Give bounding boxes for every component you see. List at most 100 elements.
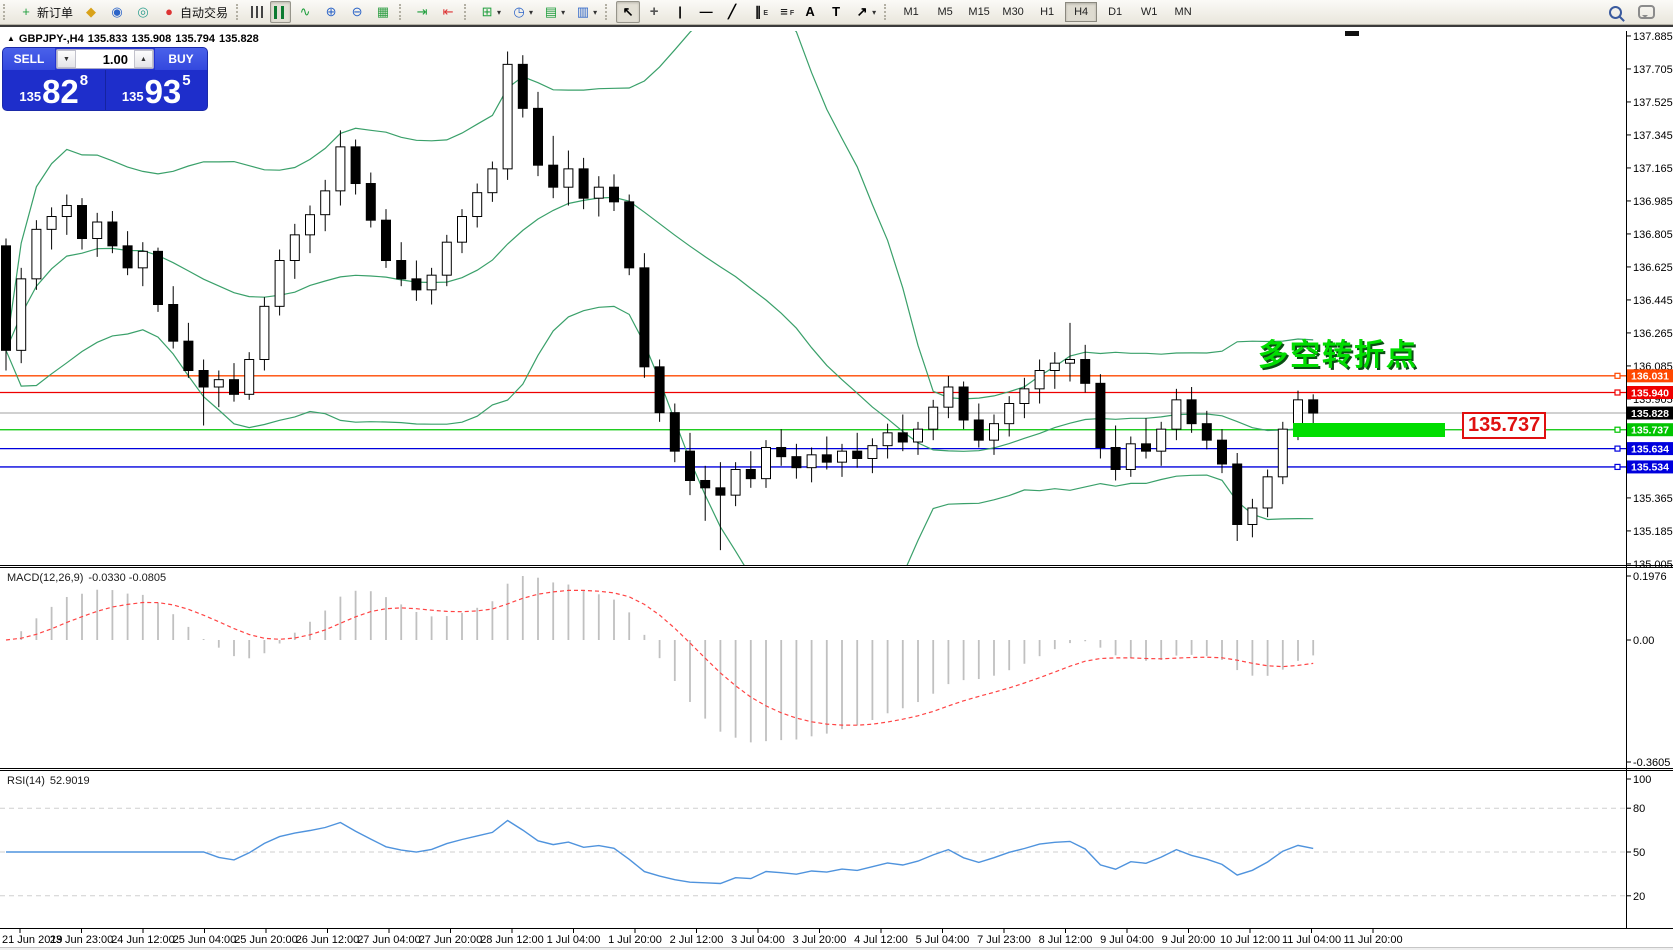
- timeframe-h1-button[interactable]: H1: [1040, 6, 1055, 18]
- arrows-button[interactable]: ↗ ▾: [850, 1, 880, 23]
- broadcast-button[interactable]: ◎: [131, 1, 155, 23]
- price-axis[interactable]: 137.885 137.705 137.525 137.345 137.165 136.9…: [1626, 31, 1673, 903]
- candlestick-chart-button[interactable]: [270, 1, 292, 23]
- chart-shift-icon: ⇤: [442, 4, 454, 19]
- svg-text:135.634: 135.634: [1631, 443, 1669, 455]
- auto-trading-icon: ●: [165, 4, 173, 19]
- chart-shift-marker[interactable]: [1345, 31, 1359, 36]
- fibonacci-sub-label: F: [789, 10, 795, 17]
- search-button[interactable]: [1605, 1, 1626, 23]
- templates-caret-icon: ▾: [593, 7, 598, 17]
- zoom-out-button[interactable]: ⊖: [345, 1, 369, 23]
- horizontal-line-button[interactable]: —: [694, 1, 718, 23]
- svg-text:5 Jul 04:00: 5 Jul 04:00: [916, 934, 970, 946]
- profiles-button[interactable]: ◷ ▾: [507, 1, 537, 23]
- svg-text:24 Jun 12:00: 24 Jun 12:00: [111, 934, 175, 946]
- svg-text:11 Jul 04:00: 11 Jul 04:00: [1282, 934, 1341, 946]
- macd-values: -0.0330 -0.0805: [88, 572, 167, 584]
- tile-windows-button[interactable]: ▦: [371, 1, 395, 23]
- equidistant-channel-button[interactable]: ∥ E: [746, 1, 770, 23]
- vertical-line-button[interactable]: |: [668, 1, 692, 23]
- indicators-icon: ▤: [544, 4, 558, 19]
- sell-price-big: 82: [42, 73, 79, 110]
- svg-text:137.885: 137.885: [1633, 31, 1673, 43]
- close-value: 135.828: [219, 33, 259, 45]
- line-chart-button[interactable]: ∿: [293, 1, 317, 23]
- volume-input[interactable]: [76, 50, 134, 68]
- buy-price-prefix: 135: [121, 89, 144, 104]
- templates-button[interactable]: ▥ ▾: [571, 1, 601, 23]
- timeframe-m5-button[interactable]: M5: [937, 6, 953, 18]
- svg-text:135.365: 135.365: [1633, 493, 1673, 505]
- fibonacci-icon: ≡ F: [776, 4, 795, 20]
- rsi-value: 52.9019: [49, 775, 90, 787]
- highlight-zone-object[interactable]: [1293, 422, 1445, 437]
- timeframe-m30-button[interactable]: M30: [1002, 6, 1024, 18]
- svg-text:28 Jun 12:00: 28 Jun 12:00: [480, 934, 544, 946]
- new-chart-caret-icon: ▾: [497, 7, 502, 17]
- svg-text:137.165: 137.165: [1633, 163, 1673, 175]
- timeframe-mn-button[interactable]: MN: [1174, 6, 1192, 18]
- buy-price[interactable]: 135 93 5: [105, 70, 207, 110]
- chat-button[interactable]: [1634, 1, 1659, 23]
- volume-increase-button[interactable]: ▲: [134, 50, 153, 68]
- sell-price[interactable]: 135 82 8: [3, 70, 106, 110]
- bar-chart-button[interactable]: [247, 1, 268, 23]
- timeframe-m15-button[interactable]: M15: [968, 6, 990, 18]
- text-button[interactable]: A: [798, 1, 822, 23]
- svg-text:23 Jun 23:00: 23 Jun 23:00: [50, 934, 114, 946]
- chart-window[interactable]: 137.885 137.705 137.525 137.345 137.165 136.9…: [0, 25, 1673, 950]
- zoom-in-button[interactable]: ⊕: [319, 1, 343, 23]
- metaquotes-button[interactable]: ◆: [79, 1, 103, 23]
- trendline-icon: ╱: [728, 4, 736, 19]
- svg-text:50: 50: [1633, 847, 1645, 859]
- high-value: 135.908: [131, 33, 172, 45]
- text-icon: A: [805, 4, 815, 19]
- auto-trading-button[interactable]: ● 自动交易: [157, 1, 232, 23]
- volume-decrease-button[interactable]: ▼: [57, 50, 76, 68]
- indicators-button[interactable]: ▤ ▾: [539, 1, 569, 23]
- svg-text:25 Jun 04:00: 25 Jun 04:00: [173, 934, 237, 946]
- svg-text:27 Jun 20:00: 27 Jun 20:00: [419, 934, 483, 946]
- crosshair-button[interactable]: +: [642, 1, 666, 23]
- community-button[interactable]: ◉: [105, 1, 129, 23]
- equidistant-channel-icon: ∥ E: [750, 4, 769, 20]
- collapse-marker-icon: ▲: [7, 34, 15, 43]
- fibonacci-button[interactable]: ≡ F: [772, 1, 796, 23]
- svg-text:20: 20: [1633, 891, 1645, 903]
- timeframe-d1-button[interactable]: D1: [1108, 6, 1123, 18]
- bar-chart-icon: [251, 6, 265, 18]
- turning-point-annotation[interactable]: 多空转折点: [1258, 339, 1418, 372]
- symbol-label: GBPJPY-,H4: [18, 33, 84, 45]
- new-chart-icon: ⊞: [481, 4, 493, 19]
- buy-price-sup: 5: [182, 72, 191, 89]
- chart-shift-button[interactable]: ⇤: [436, 1, 460, 23]
- rsi-plot: [0, 807, 1626, 897]
- profiles-caret-icon: ▾: [529, 7, 534, 17]
- new-chart-button[interactable]: ⊞ ▾: [475, 1, 505, 23]
- price-tag-annotation[interactable]: 135.737: [1462, 412, 1547, 439]
- line-chart-icon: ∿: [299, 4, 311, 19]
- cursor-button[interactable]: ↖: [616, 1, 641, 23]
- timeframe-h4-button[interactable]: H4: [1065, 2, 1098, 22]
- timeframe-w1-button[interactable]: W1: [1140, 6, 1158, 18]
- zoom-in-icon: ⊕: [325, 4, 337, 19]
- svg-text:135.828: 135.828: [1631, 408, 1669, 420]
- trendline-button[interactable]: ╱: [720, 1, 744, 23]
- text-label-button[interactable]: T: [824, 1, 848, 23]
- buy-button[interactable]: BUY: [155, 48, 207, 70]
- tile-windows-icon: ▦: [376, 4, 390, 19]
- auto-scroll-button[interactable]: ⇥: [410, 1, 434, 23]
- horizontal-line-icon: —: [699, 4, 713, 19]
- svg-text:1 Jul 20:00: 1 Jul 20:00: [608, 934, 662, 946]
- svg-text:9 Jul 20:00: 9 Jul 20:00: [1162, 934, 1216, 946]
- sell-button[interactable]: SELL: [3, 48, 55, 70]
- svg-text:136.625: 136.625: [1633, 262, 1673, 274]
- templates-icon: ▥: [576, 4, 590, 19]
- equidistant-channel-sub-label: E: [763, 10, 769, 17]
- svg-text:137.705: 137.705: [1633, 64, 1673, 76]
- timeframe-m1-button[interactable]: M1: [903, 6, 919, 18]
- new-order-button[interactable]: + 新订单: [14, 1, 77, 23]
- chart-symbol-line: ▲ GBPJPY-,H4 135.833 135.908 135.794 135.828: [7, 33, 263, 45]
